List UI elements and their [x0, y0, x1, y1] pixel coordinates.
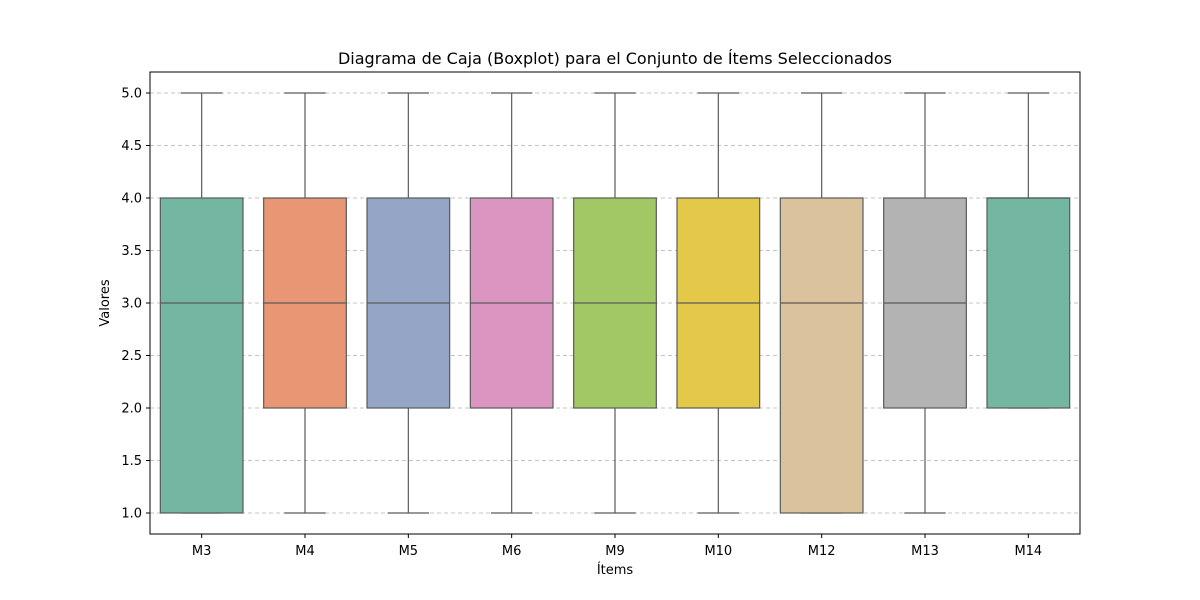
- box-m6: [469, 92, 554, 514]
- x-tick-label: M6: [502, 544, 522, 559]
- x-tick-label: M9: [605, 544, 625, 559]
- box-m9: [573, 92, 657, 514]
- y-tick-label: 3.0: [121, 297, 142, 312]
- x-tick-label: M14: [1014, 544, 1042, 559]
- x-tick-label: M13: [911, 544, 939, 559]
- y-tick-label: 5.0: [121, 87, 142, 102]
- y-tick-label: 1.5: [121, 454, 142, 469]
- y-tick-label: 4.0: [121, 192, 142, 207]
- box-m3: [159, 92, 244, 514]
- y-axis-title: Valores: [98, 279, 113, 326]
- box-body: [986, 197, 1071, 409]
- box-m13: [883, 92, 967, 514]
- y-tick-label: 2.0: [121, 402, 142, 417]
- x-tick-label: M4: [295, 544, 315, 559]
- x-tick-label: M12: [808, 544, 836, 559]
- chart-title: Diagrama de Caja (Boxplot) para el Conju…: [338, 49, 892, 68]
- x-axis-ticks: M3 M4 M5 M6 M9 M10 M12 M13 M14: [192, 534, 1042, 559]
- box-m4: [263, 92, 347, 514]
- y-tick-label: 1.0: [121, 507, 142, 522]
- box-body: [779, 197, 864, 514]
- x-tick-label: M3: [192, 544, 212, 559]
- box-body: [159, 197, 244, 514]
- y-tick-label: 4.5: [121, 139, 142, 154]
- x-tick-label: M5: [399, 544, 419, 559]
- box-m10: [676, 92, 761, 514]
- x-tick-label: M10: [704, 544, 732, 559]
- x-axis-title: Ítems: [597, 562, 634, 578]
- box-m5: [366, 92, 451, 514]
- y-tick-label: 2.5: [121, 349, 142, 364]
- y-tick-label: 3.5: [121, 244, 142, 259]
- y-axis-ticks: 1.0 1.5 2.0 2.5 3.0 3.5 4.0 4.5 5.0: [121, 87, 150, 522]
- box-series: [159, 92, 1071, 514]
- box-m14: [986, 92, 1071, 409]
- box-m12: [779, 92, 864, 514]
